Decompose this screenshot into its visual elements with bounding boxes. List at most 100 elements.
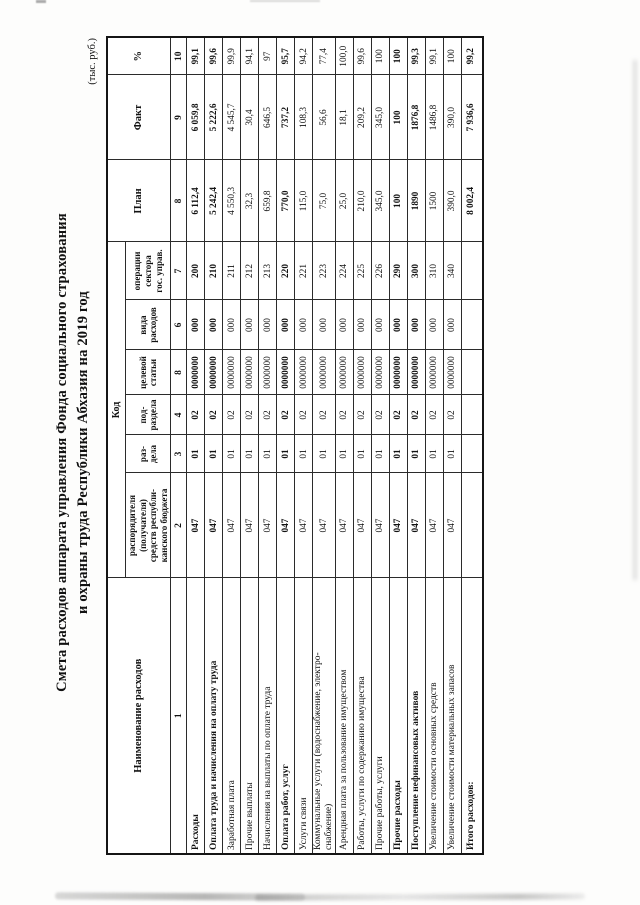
table-header: Наименование расходов Код План Факт % ра…: [107, 36, 187, 854]
col-number: 4: [170, 395, 187, 435]
table-row: Оплата работ, услуг 047 01 02 0000000 000 220 7…: [276, 36, 295, 854]
fact-value: 30,4: [240, 74, 259, 160]
code-vid: 000: [276, 300, 295, 350]
code-osgu: 310: [425, 241, 444, 300]
code-celstat: [461, 350, 483, 395]
fact-value: 390,0: [443, 74, 462, 160]
code-osgu: 211: [222, 241, 241, 300]
col-header-rbs: распорядителя (получателя) средств респу…: [125, 473, 171, 578]
col-header-razdel: раз- дела: [125, 435, 171, 473]
col-header-vid: вида расходов: [125, 300, 171, 350]
code-vid: 000: [258, 300, 277, 350]
code-osgu: 290: [389, 241, 408, 300]
fact-value: 56,6: [312, 74, 336, 160]
table-row: Услуги связи 047 01 02 0000000 000 221 115,0 108…: [294, 36, 313, 854]
code-rbs: 047: [407, 473, 426, 578]
code-razdel: 01: [389, 435, 408, 473]
percent-value: 99,6: [204, 36, 223, 75]
plan-value: 4 550,3: [222, 159, 241, 242]
code-razdel: 01: [443, 435, 462, 473]
code-rbs: 047: [353, 473, 372, 578]
row-name: Итого расходов:: [461, 578, 483, 854]
code-celstat: 0000000: [389, 350, 408, 395]
code-razdel: 01: [186, 435, 205, 473]
code-celstat: 0000000: [407, 350, 426, 395]
table-row: Работы, услуги по содержанию имущества 04…: [353, 36, 372, 854]
code-celstat: 0000000: [258, 350, 277, 395]
table-row: Начисления на выплаты по оплате труда 047…: [258, 36, 277, 854]
code-osgu: 213: [258, 241, 277, 300]
code-razdel: 01: [407, 435, 426, 473]
code-podrazdel: 02: [294, 395, 313, 435]
code-podrazdel: 02: [389, 395, 408, 435]
code-vid: 000: [186, 300, 205, 350]
fact-value: 6 059,8: [186, 74, 205, 160]
code-celstat: 0000000: [186, 350, 205, 395]
code-osgu: [461, 241, 483, 300]
percent-value: 99,3: [407, 36, 426, 75]
code-rbs: 047: [425, 473, 444, 578]
col-header-name: Наименование расходов: [107, 578, 171, 854]
plan-value: 390,0: [443, 159, 462, 242]
code-rbs: 047: [222, 473, 241, 578]
code-podrazdel: 02: [204, 395, 223, 435]
code-podrazdel: 02: [443, 395, 462, 435]
code-rbs: 047: [276, 473, 295, 578]
col-header-plan: План: [107, 159, 171, 242]
fact-value: 646,5: [258, 74, 277, 160]
row-name: Работы, услуги по содержанию имущества: [353, 578, 372, 854]
plan-value: 32,3: [240, 159, 259, 242]
code-podrazdel: 02: [425, 395, 444, 435]
code-osgu: 212: [240, 241, 259, 300]
row-name: Поступление нефинансовых активов: [407, 578, 426, 854]
plan-value: 1890: [407, 159, 426, 242]
fact-value: 100: [389, 74, 408, 160]
table-row: Коммунальные услуги (водоснабжение, элек…: [312, 36, 336, 854]
code-razdel: 01: [425, 435, 444, 473]
code-vid: 000: [425, 300, 444, 350]
fact-value: 4 545,7: [222, 74, 241, 160]
row-name: Прочие выплаты: [240, 578, 259, 854]
col-number: 3: [170, 435, 187, 473]
code-osgu: 200: [186, 241, 205, 300]
col-number: 8: [170, 159, 187, 242]
col-number: 1: [170, 578, 187, 854]
fact-value: 1486,8: [425, 74, 444, 160]
plan-value: 1500: [425, 159, 444, 242]
plan-value: 100: [389, 159, 408, 242]
code-vid: 000: [407, 300, 426, 350]
code-podrazdel: 02: [371, 395, 390, 435]
fact-value: 7 936,6: [461, 74, 483, 160]
code-rbs: 047: [294, 473, 313, 578]
plan-value: 115,0: [294, 159, 313, 242]
fact-value: 345,0: [371, 74, 390, 160]
percent-value: 100: [389, 36, 408, 75]
table-row: Прочие расходы 047 01 02 0000000 000 290 100 100…: [389, 36, 408, 854]
code-rbs: 047: [204, 473, 223, 578]
page-title-line1: Смета расходов аппарата управления Фонда…: [54, 213, 70, 692]
code-vid: 000: [353, 300, 372, 350]
code-podrazdel: 02: [258, 395, 277, 435]
code-podrazdel: 02: [186, 395, 205, 435]
table-row: Увеличение стоимости материальных запасо…: [443, 36, 462, 854]
row-name: Заработная плата: [222, 578, 241, 854]
code-razdel: [461, 435, 483, 473]
code-celstat: 0000000: [443, 350, 462, 395]
code-rbs: 047: [258, 473, 277, 578]
percent-value: 99,1: [186, 36, 205, 75]
code-celstat: 0000000: [240, 350, 259, 395]
code-razdel: 01: [353, 435, 372, 473]
units-note: (тыс. руб.): [87, 38, 98, 85]
percent-value: 99,1: [425, 36, 444, 75]
col-header-percent: %: [107, 36, 171, 75]
code-celstat: 0000000: [312, 350, 336, 395]
table-row: Поступление нефинансовых активов 047 01 02 0…: [407, 36, 426, 854]
row-name: Услуги связи: [294, 578, 313, 854]
plan-value: 659,8: [258, 159, 277, 242]
code-vid: 000: [371, 300, 390, 350]
code-rbs: 047: [335, 473, 354, 578]
row-name: Прочие работы, услуги: [371, 578, 390, 854]
percent-value: 100: [371, 36, 390, 75]
code-rbs: 047: [443, 473, 462, 578]
